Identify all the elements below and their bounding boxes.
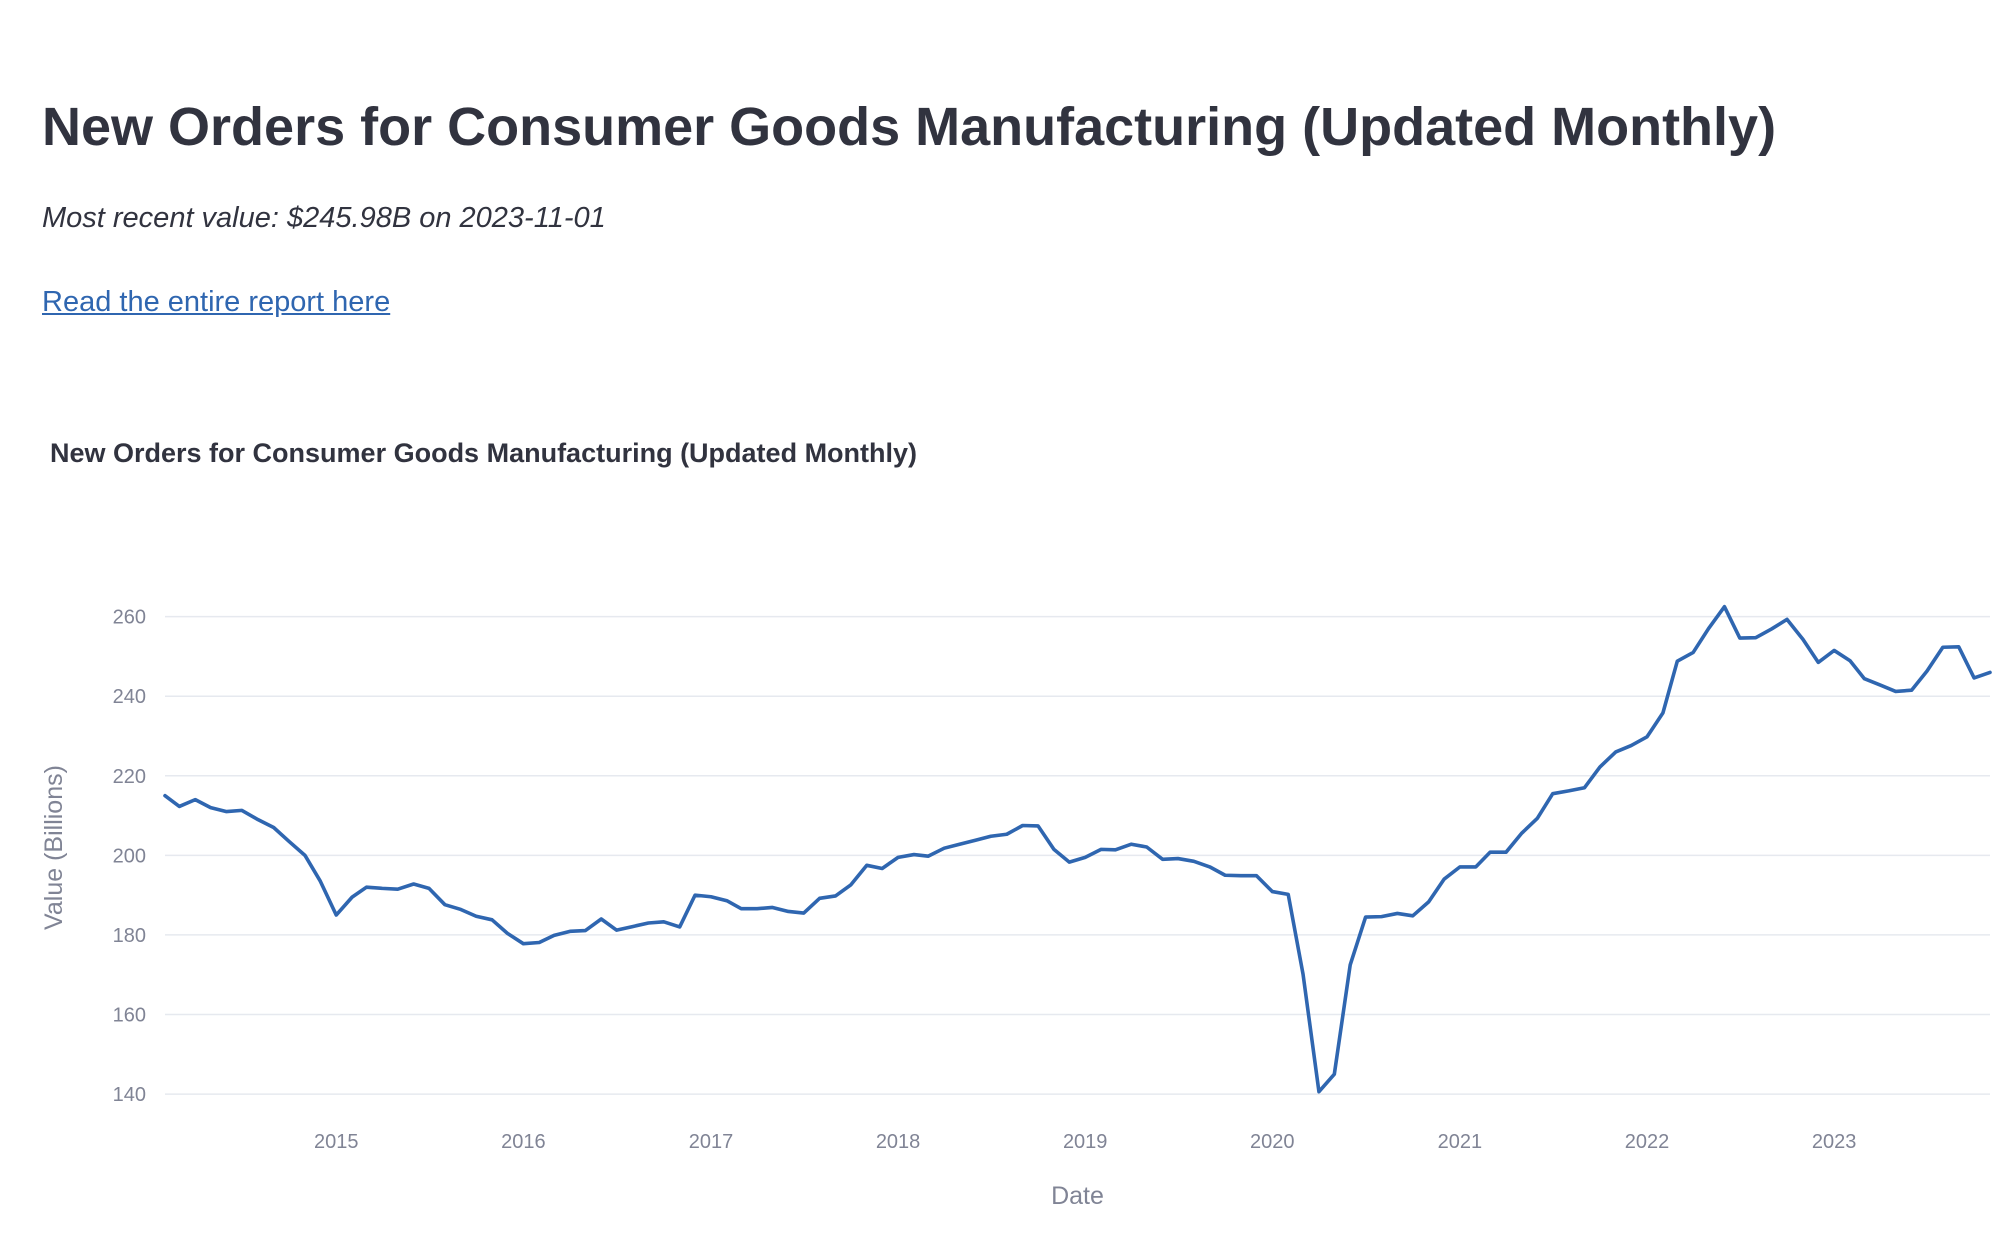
y-tick-label: 220: [113, 766, 146, 788]
y-tick-label: 180: [113, 925, 146, 947]
most-recent-value-text: Most recent value: $245.98B on 2023-11-0…: [42, 202, 606, 234]
x-tick-label: 2020: [1250, 1131, 1295, 1153]
gridlines: [165, 615, 1990, 1095]
y-tick-label: 260: [113, 607, 146, 629]
x-tick-label: 2015: [314, 1131, 359, 1153]
read-report-link[interactable]: Read the entire report here: [42, 286, 391, 318]
series-line[interactable]: [163, 604, 1992, 1094]
y-tick-label: 240: [113, 686, 146, 708]
x-tick-label: 2017: [689, 1131, 734, 1153]
x-axis-ticks: 2015 2016 2017 2018 2019 2020 2021 2022 2023: [314, 1131, 1856, 1153]
x-tick-label: 2016: [501, 1131, 546, 1153]
x-tick-label: 2021: [1438, 1131, 1483, 1153]
x-tick-label: 2018: [876, 1131, 921, 1153]
page-title: New Orders for Consumer Goods Manufactur…: [42, 97, 1777, 157]
y-axis-ticks: 140 160 180 200 220 240 260: [113, 607, 146, 1106]
y-tick-label: 140: [113, 1084, 146, 1106]
x-tick-label: 2022: [1625, 1131, 1670, 1153]
y-axis-title: Value (Billions): [40, 765, 68, 930]
x-axis-title: Date: [1051, 1182, 1104, 1210]
y-tick-label: 160: [113, 1005, 146, 1027]
chart-title: New Orders for Consumer Goods Manufactur…: [50, 438, 918, 468]
x-tick-label: 2019: [1063, 1131, 1108, 1153]
x-tick-label: 2023: [1812, 1131, 1857, 1153]
y-tick-label: 200: [113, 845, 146, 867]
